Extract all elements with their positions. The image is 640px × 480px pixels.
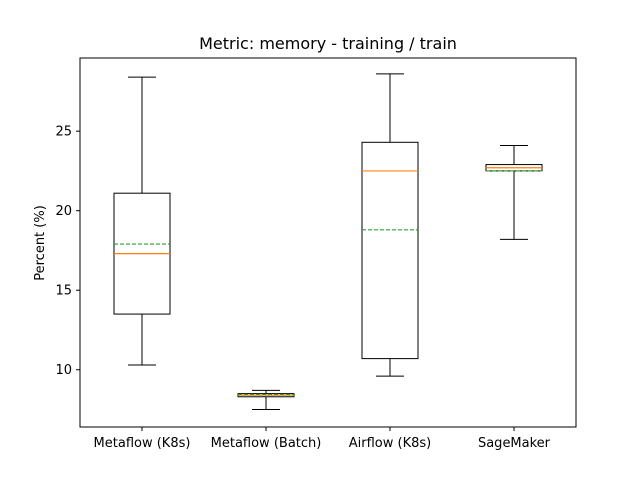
y-tick-label: 10 xyxy=(55,363,72,378)
plot-area: 10 15 20 25 Metaflow (K8s) Metaflow (Batch) Ai… xyxy=(55,57,577,451)
chart-title: Metric: memory - training / train xyxy=(199,34,457,53)
axes-frame xyxy=(79,57,577,428)
y-axis-label: Percent (%) xyxy=(33,205,48,281)
x-tick-label: Metaflow (Batch) xyxy=(211,436,322,451)
y-tick-label: 20 xyxy=(55,204,72,219)
y-tick-label: 25 xyxy=(55,125,72,140)
x-tick-label: Metaflow (K8s) xyxy=(94,436,191,451)
box xyxy=(361,141,419,360)
y-tick-label: 15 xyxy=(55,284,72,299)
x-tick-label: Airflow (K8s) xyxy=(349,436,431,451)
x-tick-label: SageMaker xyxy=(478,436,551,451)
